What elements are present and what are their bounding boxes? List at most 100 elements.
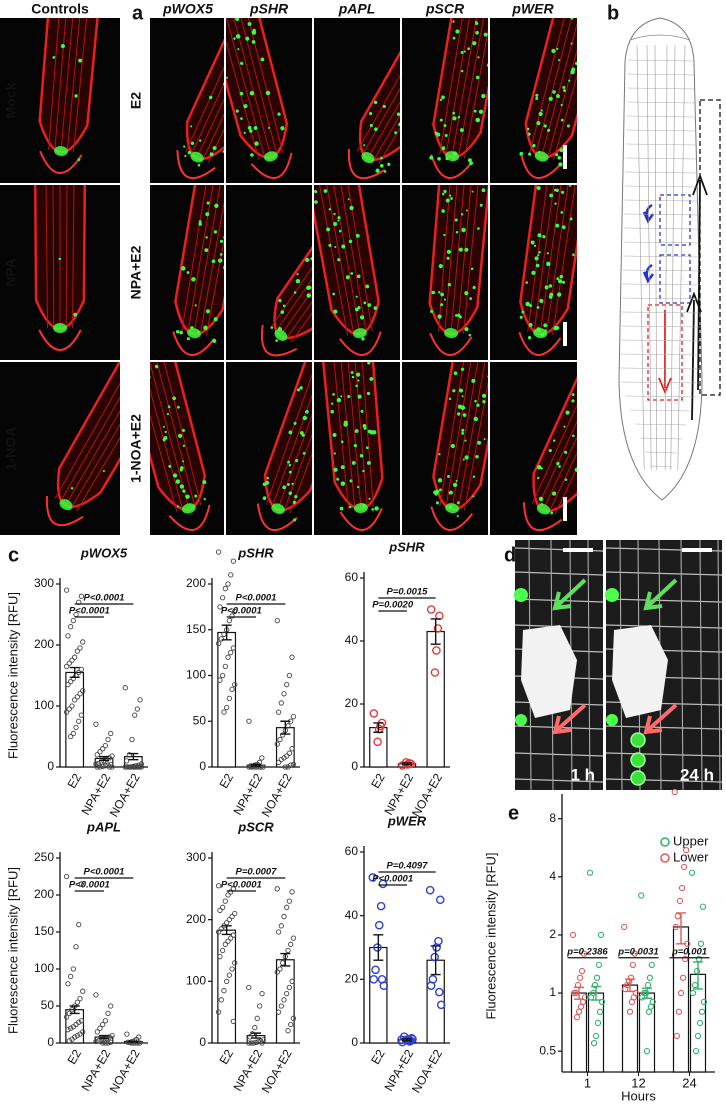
- data-point: [229, 686, 235, 692]
- data-point: [100, 746, 106, 752]
- bar: [369, 727, 388, 768]
- data-point: [67, 678, 74, 685]
- data-point: [77, 1031, 83, 1037]
- gfp-dot: [620, 331, 625, 336]
- data-point: [65, 1027, 71, 1033]
- gfp-dot: [472, 285, 476, 290]
- data-point: [70, 730, 76, 737]
- root: [260, 185, 312, 357]
- gfp-dot: [429, 155, 434, 160]
- x-tick-label: E2: [65, 771, 85, 791]
- data-point: [67, 733, 74, 740]
- data-point: [570, 989, 578, 997]
- y-tick-label: 40: [345, 908, 359, 922]
- data-point: [63, 1014, 70, 1020]
- data-point: [573, 1014, 581, 1021]
- gfp-dot: [144, 399, 147, 402]
- cell-wall: [605, 598, 723, 603]
- gfp-dot: [538, 251, 541, 254]
- gfp-dot: [333, 309, 338, 314]
- green-arrow: [643, 578, 678, 611]
- data-point: [673, 1032, 680, 1040]
- column-header: pSHR: [249, 1, 289, 17]
- data-point: [281, 913, 287, 920]
- cell-file: [226, 18, 266, 159]
- cell-file: [199, 185, 224, 335]
- cell-wall: [624, 213, 698, 216]
- gfp-dot: [182, 444, 186, 448]
- data-point: [274, 886, 280, 892]
- gfp-dot: [592, 38, 596, 42]
- data-point: [218, 636, 224, 642]
- gfp-dot: [202, 480, 207, 485]
- data-point: [228, 649, 234, 656]
- cell-wall: [605, 725, 723, 730]
- gfp-dot: [362, 424, 367, 428]
- gfp-dot: [369, 123, 373, 128]
- cell-file: [270, 185, 312, 329]
- gfp-dot: [574, 61, 577, 66]
- chart-title: pSHR: [237, 545, 274, 560]
- gfp-tip: [59, 499, 73, 511]
- data-point: [285, 1028, 291, 1034]
- gfp-dot: [469, 297, 473, 301]
- cell-file: [150, 362, 190, 509]
- treatment-label: NPA+E2: [128, 245, 144, 299]
- upper-box: [659, 194, 691, 246]
- gfp-dot: [558, 465, 561, 468]
- cell-file: [275, 185, 312, 332]
- data-point: [63, 663, 70, 669]
- gfp-dot: [577, 59, 582, 64]
- gfp-dot: [333, 452, 336, 455]
- gfp-dot: [293, 421, 297, 425]
- gfp-dot: [74, 94, 78, 98]
- data-point: [282, 764, 288, 770]
- data-point: [219, 672, 226, 679]
- annotation: P=0.0015: [387, 587, 429, 598]
- data-point: [274, 969, 280, 975]
- gfp-dot: [286, 483, 290, 486]
- cell-file: [450, 185, 479, 334]
- root: [347, 18, 400, 180]
- cell-file: [543, 362, 577, 510]
- gfp-dot: [355, 307, 359, 312]
- cell-file: [531, 362, 577, 505]
- data-point: [286, 750, 293, 756]
- gfp-dot: [571, 393, 575, 397]
- annotation: P<0.0001: [221, 880, 262, 891]
- data-point: [63, 709, 70, 715]
- gfp-dot: [365, 446, 369, 450]
- gfp-dot: [656, 271, 659, 274]
- cell-file: [349, 362, 374, 507]
- cell-file: [333, 362, 362, 509]
- gfp-dot: [571, 399, 575, 403]
- gfp-dot: [536, 476, 540, 480]
- cell-wall: [630, 409, 692, 412]
- data-point: [123, 758, 130, 764]
- data-point: [275, 759, 282, 766]
- gfp-dot: [336, 397, 342, 403]
- gfp-dot: [122, 384, 127, 389]
- data-point: [78, 593, 85, 599]
- gfp-dot: [359, 315, 365, 320]
- data-point: [373, 737, 382, 747]
- gfp-dot: [536, 186, 541, 191]
- gfp-dot: [240, 11, 244, 15]
- cell-file: [438, 185, 463, 332]
- gfp-dot: [473, 109, 477, 113]
- gfp-dot: [564, 478, 568, 481]
- data-point: [700, 998, 708, 1006]
- cell-file: [451, 18, 488, 157]
- gfp-dot: [482, 400, 486, 404]
- gfp-dot: [443, 298, 446, 301]
- gfp-dot: [214, 203, 219, 209]
- gfp-dot: [560, 118, 564, 122]
- annotation: P<0.0001: [221, 606, 262, 617]
- gfp-dot: [294, 458, 299, 463]
- data-point: [688, 869, 696, 876]
- data-point: [229, 966, 235, 972]
- gfp-dot: [330, 409, 335, 414]
- root-cap: [429, 332, 473, 356]
- gfp-dot: [615, 400, 619, 404]
- data-point: [122, 685, 128, 691]
